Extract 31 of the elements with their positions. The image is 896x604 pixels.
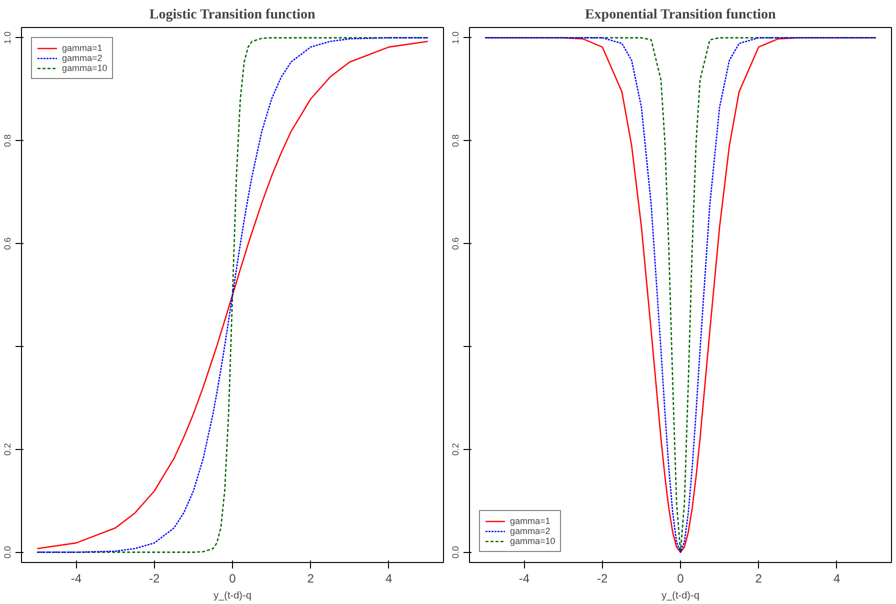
x-tick-label: 4 [833,572,840,586]
legend-label: gamma=1 [510,516,550,526]
y-tick-label: 0.6 [2,237,12,250]
y-tick-label: 0.8 [450,134,460,147]
chart-title: Exponential Transition function [584,8,776,22]
y-tick-label: 0.0 [2,546,12,558]
y-tick-label: 0.6 [450,237,460,250]
x-tick-label: -2 [597,572,608,586]
y-tick-label: 0.8 [2,134,12,147]
x-tick-label: -4 [70,572,82,586]
x-tick-label: 0 [677,572,684,586]
y-tick-label: 1.0 [450,32,460,44]
x-tick-label: -4 [518,572,530,586]
y-tick-label: 1.0 [2,32,12,44]
legend-label: gamma=10 [62,63,108,73]
chart-title: Logistic Transition function [149,8,316,22]
y-tick-label: 0.2 [2,443,12,456]
x-tick-label: 0 [229,572,236,586]
line-series [484,37,877,553]
legend-label: gamma=10 [510,536,556,546]
y-tick-label: 0.2 [450,443,460,456]
x-tick-label: 2 [755,572,762,586]
y-tick-label: 0.0 [450,546,460,558]
legend-label: gamma=2 [510,526,550,536]
x-tick-label: 2 [307,572,314,586]
legend-label: gamma=2 [62,53,102,63]
x-axis-title: y_(t-d)-q [214,590,252,602]
legend-label: gamma=1 [62,43,102,53]
x-tick-label: -2 [149,572,160,586]
x-tick-label: 4 [385,572,392,586]
x-axis-title: y_(t-d)-q [662,590,700,602]
